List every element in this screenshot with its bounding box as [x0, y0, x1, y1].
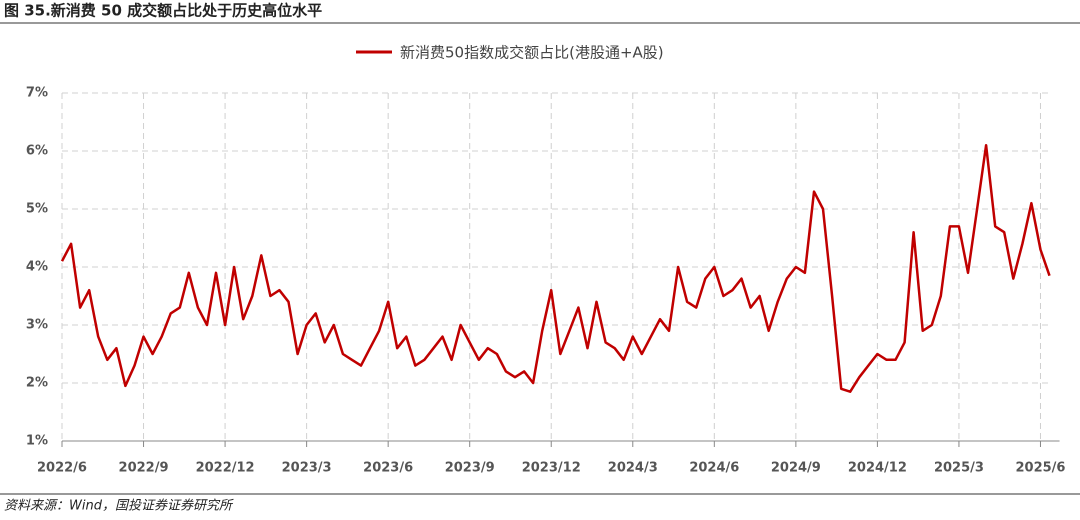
x-tick-label: 2024/12 — [848, 461, 907, 476]
chart-title: 图 35.新消费 50 成交额占比处于历史高位水平 — [4, 2, 322, 20]
legend-label: 新消费50指数成交额占比(港股通+A股) — [400, 44, 664, 62]
x-tick-label: 2024/6 — [689, 461, 739, 476]
y-tick-label: 3% — [26, 318, 48, 333]
data-line — [60, 143, 1051, 393]
x-tick-label: 2022/9 — [119, 461, 169, 476]
y-tick-label: 2% — [26, 376, 48, 391]
y-tick-label: 6% — [26, 144, 48, 159]
x-tick-label: 2022/12 — [196, 461, 255, 476]
y-tick-label: 7% — [26, 86, 48, 101]
y-tick-label: 1% — [26, 434, 48, 449]
x-tick-label: 2024/3 — [608, 461, 658, 476]
source-note: 资料来源：Wind，国投证券证券研究所 — [4, 498, 234, 514]
x-tick-label: 2025/6 — [1015, 461, 1065, 476]
y-tick-label: 4% — [26, 260, 48, 275]
x-tick-label: 2025/3 — [934, 461, 984, 476]
x-tick-label: 2023/6 — [363, 461, 413, 476]
x-tick-label: 2023/12 — [522, 461, 581, 476]
x-tick-label: 2022/6 — [37, 461, 87, 476]
x-tick-label: 2023/9 — [445, 461, 495, 476]
x-tick-label: 2024/9 — [771, 461, 821, 476]
y-tick-label: 5% — [26, 202, 48, 217]
x-tick-label: 2023/3 — [282, 461, 332, 476]
